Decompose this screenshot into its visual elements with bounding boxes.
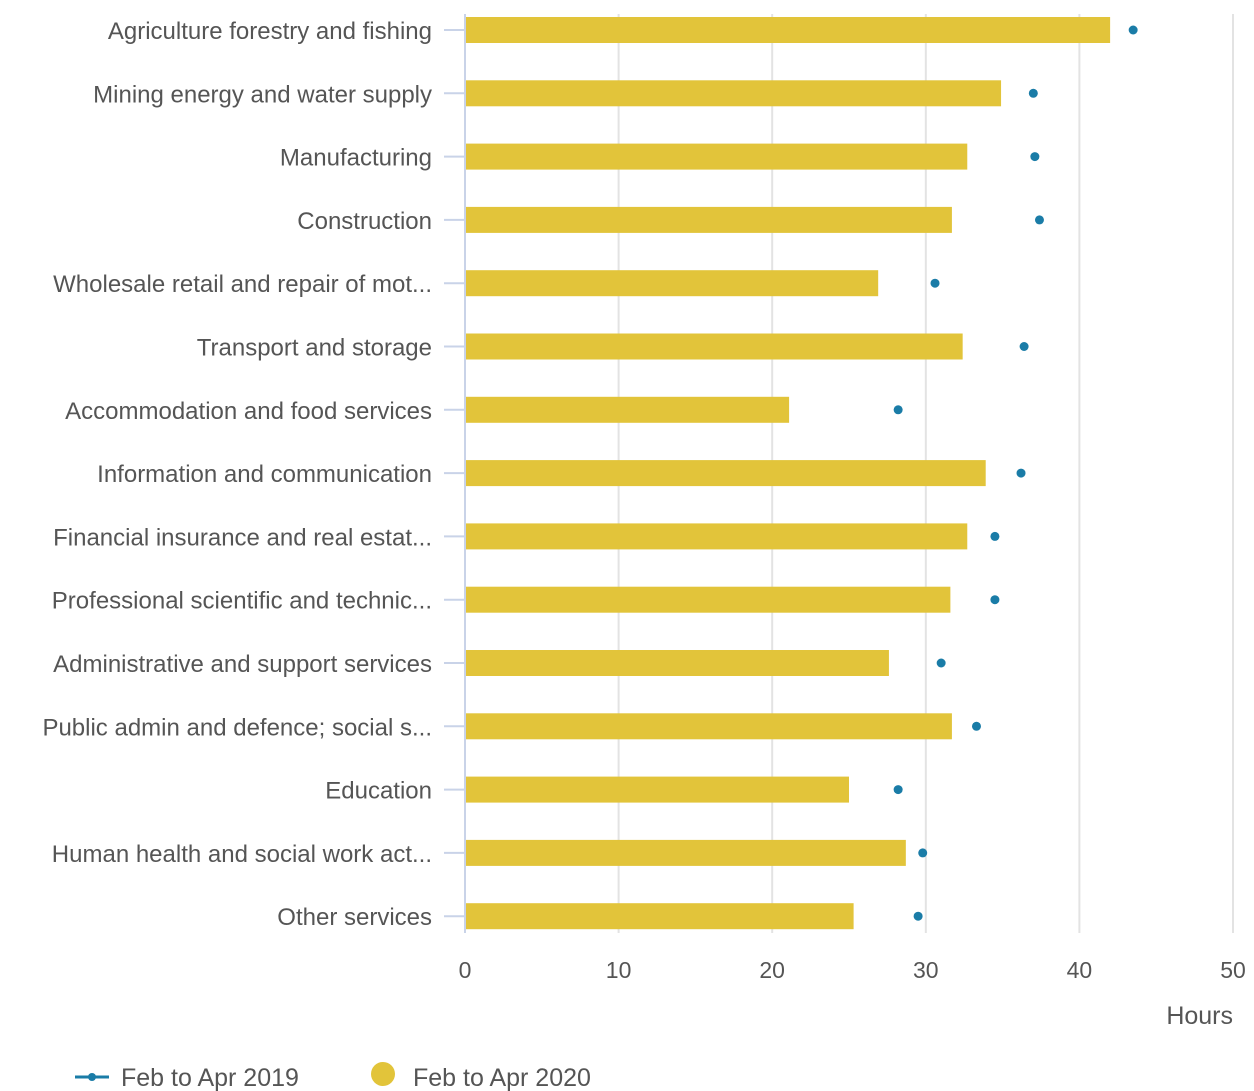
dot-point bbox=[1028, 88, 1038, 98]
category-label: Professional scientific and technic... bbox=[52, 588, 432, 615]
dot-point bbox=[1030, 152, 1040, 162]
category-label: Human health and social work act... bbox=[52, 841, 432, 868]
category-label: Education bbox=[325, 778, 432, 805]
dot-point bbox=[930, 278, 940, 288]
dot-point bbox=[936, 658, 946, 668]
x-tick-label: 20 bbox=[759, 957, 785, 983]
category-label: Public admin and defence; social s... bbox=[42, 714, 432, 741]
legend-marker-circle bbox=[371, 1062, 395, 1086]
bar bbox=[466, 396, 790, 423]
dot-point bbox=[1016, 468, 1026, 478]
dot-point bbox=[893, 405, 903, 415]
dot-point bbox=[1034, 215, 1044, 225]
x-tick-label: 10 bbox=[606, 957, 632, 983]
bar bbox=[466, 143, 968, 170]
category-label: Agriculture forestry and fishing bbox=[108, 18, 432, 45]
bar bbox=[466, 17, 1111, 43]
dot-point bbox=[1128, 25, 1138, 35]
category-label: Construction bbox=[297, 208, 432, 235]
dot-point bbox=[918, 848, 928, 858]
legend-label: Feb to Apr 2020 bbox=[413, 1064, 591, 1091]
bar bbox=[466, 206, 952, 233]
x-tick-label: 40 bbox=[1067, 957, 1093, 983]
x-tick-label: 0 bbox=[459, 957, 472, 983]
dot-point bbox=[913, 911, 923, 921]
dot-point bbox=[1019, 342, 1029, 351]
x-tick-label: 50 bbox=[1220, 957, 1246, 983]
category-label: Accommodation and food services bbox=[65, 398, 432, 425]
category-label: Mining energy and water supply bbox=[93, 81, 432, 108]
category-label: Transport and storage bbox=[197, 335, 432, 362]
category-label: Manufacturing bbox=[280, 145, 432, 172]
bar bbox=[466, 586, 951, 613]
bar bbox=[466, 80, 1002, 107]
category-label: Administrative and support services bbox=[53, 651, 432, 678]
category-label: Wholesale retail and repair of mot... bbox=[53, 271, 432, 298]
category-label: Financial insurance and real estat... bbox=[53, 524, 432, 551]
dot-point bbox=[971, 721, 981, 731]
bar bbox=[466, 903, 854, 930]
dot-point bbox=[990, 531, 1000, 541]
bar bbox=[466, 333, 963, 360]
dot-point bbox=[990, 595, 1000, 605]
dot-point bbox=[893, 785, 903, 795]
bar bbox=[466, 523, 968, 550]
bar bbox=[466, 460, 986, 487]
bar bbox=[466, 839, 906, 866]
category-label: Information and communication bbox=[97, 461, 432, 488]
bar bbox=[466, 650, 889, 676]
x-tick-label: 30 bbox=[913, 957, 939, 983]
x-axis-title: Hours bbox=[1166, 1002, 1233, 1030]
bar bbox=[466, 270, 879, 297]
bar bbox=[466, 776, 849, 803]
bar bbox=[466, 713, 952, 740]
legend-marker-dot bbox=[88, 1073, 96, 1081]
category-label: Other services bbox=[277, 904, 432, 931]
legend-label: Feb to Apr 2019 bbox=[121, 1064, 299, 1091]
